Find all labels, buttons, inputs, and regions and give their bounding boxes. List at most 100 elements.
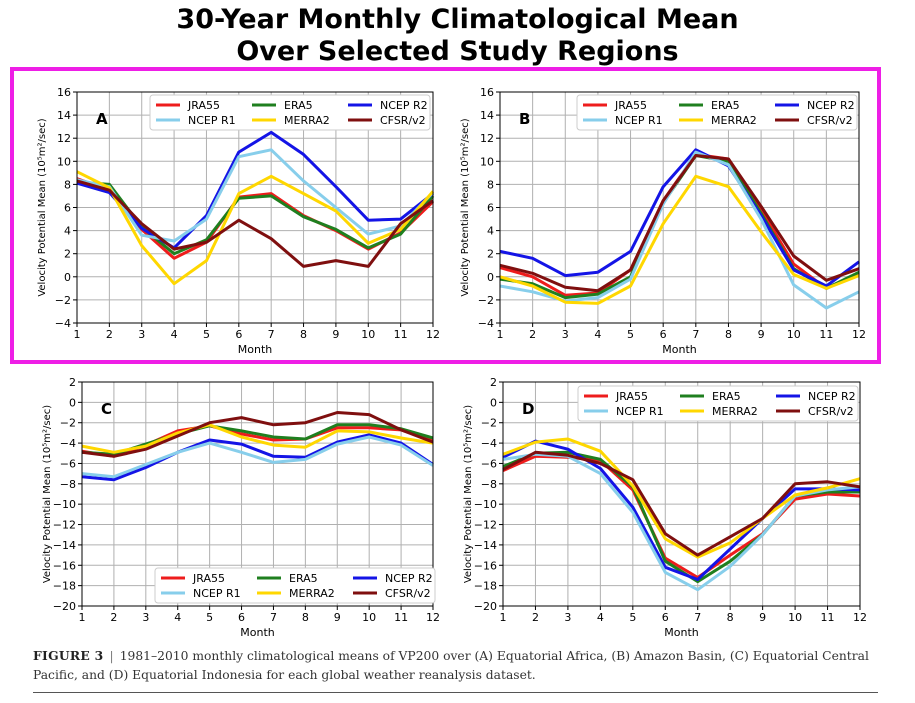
x-axis-label: Month [662,343,697,356]
y-axis-label: Velocity Potential Mean (10⁵m²/sec) [460,118,471,296]
x-tick-label: 7 [694,611,701,624]
legend: JRA55 ERA5 NCEP R2 NCEP R1 MERRA2 CFSR/v2 [577,385,859,422]
figure-title-line-2: Over Selected Study Regions [236,36,679,67]
x-tick-label: 6 [238,611,245,624]
x-tick-label: 9 [334,611,341,624]
legend-label: ERA5 [711,99,740,112]
series-line-merra2 [502,437,861,559]
caption-text: 1981–2010 monthly climatological means o… [33,649,869,682]
x-tick-label: 3 [564,611,571,624]
x-tick-label: 12 [852,328,866,341]
y-axis-label: Velocity Potential Mean (10⁵m²/sec) [37,118,48,296]
y-tick-label: −6 [481,457,497,470]
x-tick-label: 10 [362,611,376,624]
legend-label: NCEP R2 [380,99,428,112]
plot-frame [502,381,861,607]
y-tick-label: −2 [478,294,494,307]
legend-label: MERRA2 [712,405,758,418]
y-tick-label: −14 [53,539,76,552]
y-tick-label: 0 [64,271,71,284]
y-tick-label: −8 [60,478,76,491]
x-tick-label: 1 [74,328,81,341]
legend-label: MERRA2 [711,114,757,127]
x-tick-label: 11 [821,611,835,624]
x-tick-label: 8 [302,611,309,624]
x-tick-label: 12 [426,611,440,624]
legend-label: ERA5 [284,99,313,112]
x-tick-label: 6 [235,328,242,341]
panel-letter: B [519,110,530,128]
x-tick-label: 3 [562,328,569,341]
series-line-ncep-r1 [499,150,860,310]
series-line-ncep-r1 [81,435,434,479]
y-tick-label: −4 [55,317,71,330]
series-line-ncep-r2 [499,148,860,288]
legend-label: ERA5 [289,572,318,585]
x-tick-label: 7 [270,611,277,624]
series-line-merra2 [76,170,435,286]
figure-caption: FIGURE 3 | 1981–2010 monthly climatologica… [33,646,883,685]
x-tick-label: 9 [758,328,765,341]
x-axis-label: Month [240,626,275,639]
y-tick-label: −4 [481,437,497,450]
legend-label: CFSR/v2 [385,587,431,600]
x-tick-label: 10 [361,328,375,341]
y-tick-label: 0 [487,271,494,284]
y-tick-label: 0 [69,396,76,409]
y-tick-label: −20 [53,600,76,613]
x-tick-label: 2 [110,611,117,624]
y-tick-label: 12 [57,132,71,145]
legend-label: NCEP R1 [188,114,236,127]
legend: JRA55 ERA5 NCEP R2 NCEP R1 MERRA2 CFSR/v2 [149,94,431,131]
x-tick-label: 10 [787,328,801,341]
x-tick-label: 11 [394,328,408,341]
y-tick-label: −14 [474,539,497,552]
y-tick-label: −16 [474,559,497,572]
y-tick-label: 16 [480,86,494,99]
series-line-ncep-r1 [76,148,435,243]
legend: JRA55 ERA5 NCEP R2 NCEP R1 MERRA2 CFSR/v2 [154,567,436,604]
x-tick-label: 4 [594,328,601,341]
y-tick-label: 12 [480,132,494,145]
y-tick-label: −8 [481,478,497,491]
series-line-merra2 [81,423,434,454]
y-tick-label: −18 [53,580,76,593]
series-line-cfsr-v2 [81,411,434,458]
y-tick-label: 8 [64,178,71,191]
x-tick-label: 12 [426,328,440,341]
legend-label: JRA55 [615,390,648,403]
caption-rule [33,692,878,693]
y-tick-label: 2 [487,248,494,261]
x-tick-label: 1 [79,611,86,624]
y-tick-label: 10 [480,155,494,168]
x-tick-label: 9 [759,611,766,624]
x-tick-label: 4 [171,328,178,341]
y-axis-label: Velocity Potential Mean (10⁵m²/sec) [463,405,474,583]
legend-label: MERRA2 [289,587,335,600]
y-tick-label: −16 [53,559,76,572]
x-tick-label: 4 [174,611,181,624]
figure-title-line-1: 30-Year Monthly Climatological Mean [176,4,739,35]
highlight-box [10,67,881,364]
legend-label: CFSR/v2 [808,405,854,418]
plot-frame [81,381,434,607]
series-line-cfsr-v2 [499,154,860,293]
y-tick-label: −12 [474,519,497,532]
panel-letter: C [101,400,112,418]
y-tick-label: 16 [57,86,71,99]
y-tick-label: 6 [487,202,494,215]
x-tick-label: 8 [725,328,732,341]
x-tick-label: 8 [727,611,734,624]
legend: JRA55 ERA5 NCEP R2 NCEP R1 MERRA2 CFSR/v2 [576,94,858,131]
legend-label: CFSR/v2 [807,114,853,127]
x-axis-label: Month [238,343,273,356]
x-tick-label: 11 [394,611,408,624]
x-tick-label: 10 [788,611,802,624]
series-line-cfsr-v2 [76,179,434,268]
legend-label: JRA55 [614,99,647,112]
legend-label: NCEP R2 [807,99,855,112]
series-line-merra2 [499,174,860,305]
x-tick-label: 2 [106,328,113,341]
